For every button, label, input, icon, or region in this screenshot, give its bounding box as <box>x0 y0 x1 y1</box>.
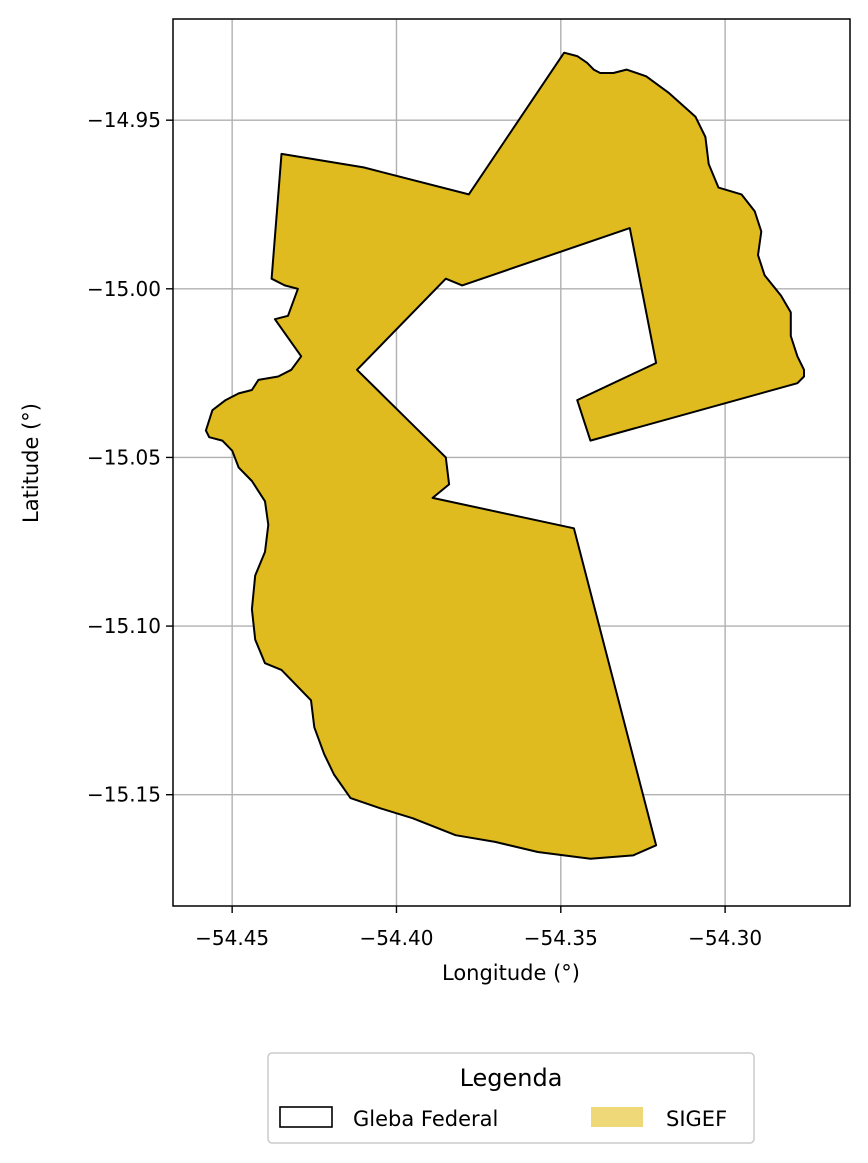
x-axis-label: Longitude (°) <box>442 961 580 985</box>
plot-frame <box>172 18 851 907</box>
y-tick-label: −15.05 <box>87 445 161 469</box>
gleba-federal-outline <box>204 51 805 860</box>
legend-title: Legenda <box>460 1064 563 1092</box>
y-tick-label: −15.10 <box>87 614 161 638</box>
y-axis-ticks: −14.95 −15.00 −15.05 −15.10 −15.15 <box>87 108 173 807</box>
sigef-polygon <box>205 52 804 859</box>
legend-swatch-gleba-federal <box>279 1106 333 1128</box>
legend: Legenda Gleba Federal SIGEF <box>267 1052 755 1144</box>
legend-label-sigef: SIGEF <box>666 1107 727 1131</box>
y-tick-label: −15.00 <box>87 277 161 301</box>
x-tick-label: −54.45 <box>195 926 269 950</box>
map-polygons <box>204 51 805 860</box>
x-axis-ticks: −54.45 −54.40 −54.35 −54.30 <box>195 906 762 950</box>
legend-label-gleba-federal: Gleba Federal <box>353 1107 498 1131</box>
x-tick-label: −54.30 <box>688 926 762 950</box>
legend-swatch-sigef <box>591 1107 643 1127</box>
y-tick-label: −15.15 <box>87 783 161 807</box>
x-tick-label: −54.40 <box>359 926 433 950</box>
y-tick-label: −14.95 <box>87 108 161 132</box>
x-tick-label: −54.35 <box>524 926 598 950</box>
y-axis-label: Latitude (°) <box>19 403 43 523</box>
